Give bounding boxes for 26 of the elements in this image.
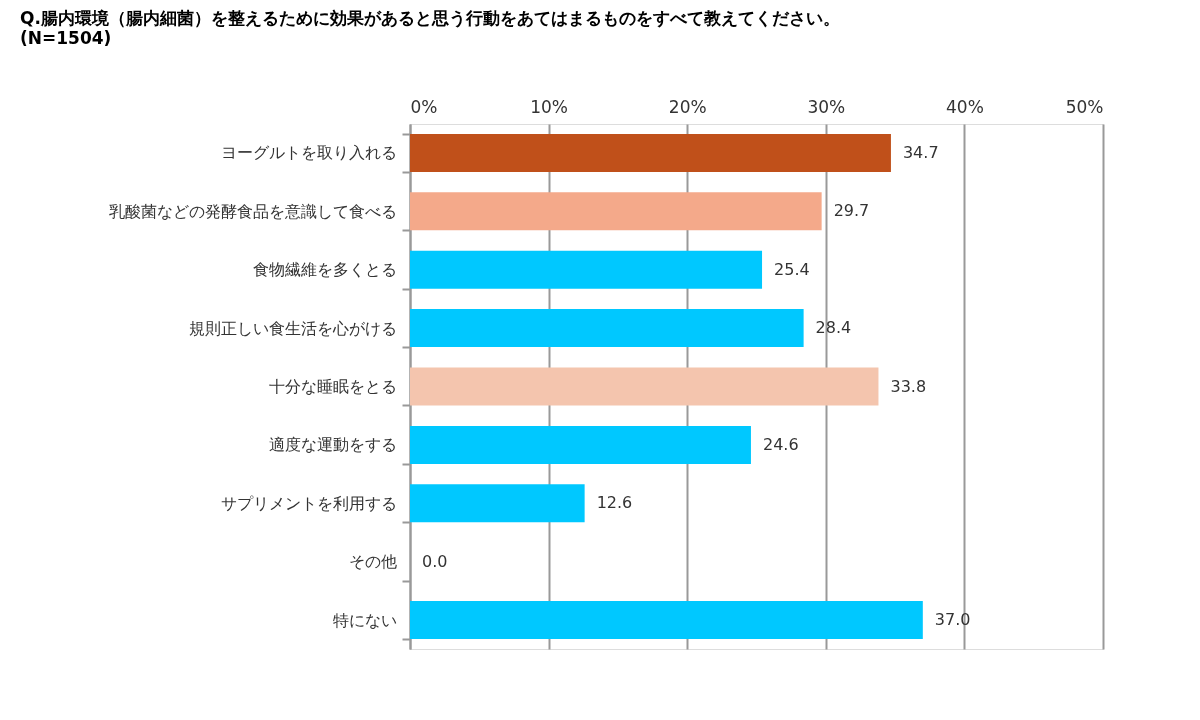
x-tick-label: 10%: [530, 96, 568, 117]
text: (N=1504): [20, 28, 112, 48]
chart-title: Q.腸内環境（腸内細菌）を整えるために効果があると思う行動をあてはまるものをすべて教えてください。: [20, 8, 840, 28]
x-tick-label: 30%: [807, 96, 846, 117]
data-label: 28.4: [815, 318, 852, 338]
y-tick-label: 特にない: [332, 610, 397, 630]
data-label: 25.4: [774, 259, 810, 279]
data-label: 24.6: [762, 434, 799, 454]
data-label: 12.6: [596, 493, 633, 513]
y-tick-label: その他: [348, 552, 397, 572]
y-tick-label: サプリメントを利用する: [220, 493, 397, 513]
x-tick-label: 20%: [668, 96, 707, 117]
y-tick-label: 十分な睡眠をとる: [268, 377, 397, 396]
y-tick-label: 規則正しい食生活を心がける: [188, 318, 397, 338]
data-label: 29.7: [833, 201, 870, 221]
y-tick-label: 適度な運動をする: [268, 435, 397, 455]
data-label: 0.0: [422, 551, 448, 571]
y-tick-label: 乳酸菌などの発酵食品を意識して食べる: [108, 201, 397, 221]
y-tick-label: 食物繊維を多くとる: [252, 260, 397, 280]
data-label: 34.7: [902, 142, 939, 162]
x-tick-label: 50%: [1065, 96, 1104, 117]
data-label: 33.8: [890, 376, 927, 396]
data-label: 37.0: [934, 610, 971, 630]
y-tick-label: ヨーグルトを取り入れる: [220, 143, 397, 163]
x-tick-label: 40%: [946, 96, 984, 117]
x-tick-label: 0%: [410, 96, 438, 117]
